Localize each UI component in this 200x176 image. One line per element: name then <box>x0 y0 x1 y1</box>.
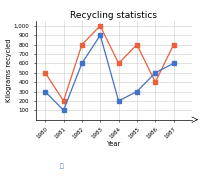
aluminum <box>136 43 138 46</box>
batteries <box>62 109 65 111</box>
batteries <box>117 100 120 102</box>
aluminum <box>81 43 83 46</box>
batteries <box>136 90 138 93</box>
Title: Recycling statistics: Recycling statistics <box>70 11 158 20</box>
Text: 🔊: 🔊 <box>60 164 64 169</box>
X-axis label: Year: Year <box>107 142 121 147</box>
aluminum <box>154 81 156 83</box>
Y-axis label: Kilograms recycled: Kilograms recycled <box>6 39 12 102</box>
batteries <box>99 34 101 36</box>
Line: aluminum: aluminum <box>43 24 175 103</box>
batteries <box>81 62 83 64</box>
batteries <box>44 90 46 93</box>
Line: batteries: batteries <box>43 33 175 112</box>
aluminum <box>99 25 101 27</box>
aluminum <box>44 72 46 74</box>
aluminum <box>62 100 65 102</box>
aluminum <box>117 62 120 64</box>
aluminum <box>172 43 175 46</box>
batteries <box>154 72 156 74</box>
batteries <box>172 62 175 64</box>
